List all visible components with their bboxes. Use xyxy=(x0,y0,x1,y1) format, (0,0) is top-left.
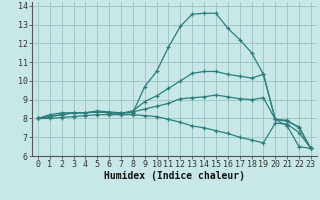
X-axis label: Humidex (Indice chaleur): Humidex (Indice chaleur) xyxy=(104,171,245,181)
